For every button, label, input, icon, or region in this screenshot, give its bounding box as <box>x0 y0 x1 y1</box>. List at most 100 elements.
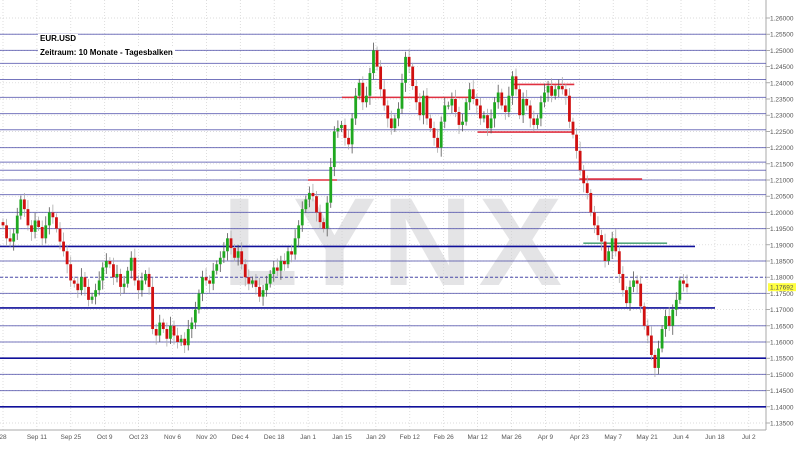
y-tick-label: 1.24000 <box>770 80 794 87</box>
candle-down <box>375 50 379 67</box>
x-tick-label: Jun 4 <box>673 434 689 441</box>
candle-up <box>493 102 497 119</box>
lynx-watermark: LYNX <box>222 173 568 312</box>
candle-down <box>653 354 657 368</box>
candle-down <box>500 92 504 106</box>
candle-down <box>5 225 8 239</box>
candle-down <box>646 325 650 336</box>
candle-up <box>215 264 219 271</box>
candle-up <box>265 283 269 291</box>
candle-up <box>104 261 108 268</box>
candle-up <box>286 251 290 265</box>
x-tick-label: May 7 <box>604 434 622 441</box>
candle-down <box>30 225 33 232</box>
candle-up <box>461 121 464 125</box>
candle-up <box>678 280 682 300</box>
candle-up <box>211 270 215 284</box>
candle-up <box>126 270 130 284</box>
candle-down <box>635 280 639 284</box>
candle-down <box>667 316 671 326</box>
candle-down <box>87 286 90 300</box>
x-tick-label: May 21 <box>636 434 658 441</box>
candle-up <box>197 293 201 310</box>
candle-up <box>364 95 368 103</box>
candle-up <box>546 86 550 93</box>
x-tick-label: Dec 4 <box>232 434 249 441</box>
candle-down <box>22 199 26 210</box>
candle-down <box>83 277 87 287</box>
candle-up <box>632 280 635 287</box>
candle-down <box>37 220 41 227</box>
candle-up <box>304 199 308 210</box>
y-tick-label: 1.26000 <box>770 16 794 23</box>
x-tick-label: Sep 25 <box>60 434 81 441</box>
candle-up <box>664 316 668 330</box>
candle-down <box>204 277 208 281</box>
candle-down <box>625 290 628 304</box>
candle-up <box>101 267 105 281</box>
chart-symbol: EUR.USD <box>38 34 79 43</box>
candle-up <box>671 309 675 326</box>
candle-down <box>389 118 393 129</box>
candle-down <box>617 251 621 274</box>
y-tick-label: 1.16000 <box>770 340 794 347</box>
candle-down <box>564 89 568 96</box>
y-tick-label: 1.13500 <box>770 421 794 428</box>
candle-up <box>250 280 254 284</box>
candle-down <box>8 238 12 242</box>
candle-down <box>72 280 76 284</box>
y-tick-label: 1.15000 <box>770 372 794 379</box>
candle-down <box>58 228 62 242</box>
y-tick-label: 1.18000 <box>770 275 794 282</box>
candle-up <box>332 131 336 168</box>
candle-up <box>372 50 375 74</box>
candle-up <box>336 128 340 132</box>
candle-down <box>503 105 507 112</box>
candle-down <box>532 118 536 125</box>
x-tick-label: Jan 15 <box>332 434 352 441</box>
candle-up <box>357 82 361 96</box>
candle-down <box>525 99 529 106</box>
candle-down <box>51 212 55 218</box>
x-tick-label: Jan 1 <box>300 434 316 441</box>
candle-down <box>183 338 187 346</box>
candle-up <box>279 261 283 271</box>
candle-down <box>154 329 158 336</box>
candle-down <box>639 283 643 307</box>
candle-up <box>354 95 358 119</box>
x-tick-label: Dec 18 <box>264 434 285 441</box>
candle-down <box>161 322 165 330</box>
candle-down <box>432 128 436 138</box>
candle-down <box>642 306 646 326</box>
y-tick-label: 1.17000 <box>770 307 794 314</box>
candle-up <box>79 277 83 291</box>
candle-down <box>62 241 65 252</box>
candle-up <box>607 251 611 261</box>
candle-down <box>229 238 233 249</box>
candle-up <box>610 238 614 252</box>
candle-down <box>290 251 293 255</box>
candle-down <box>386 105 390 119</box>
y-tick-label: 1.16500 <box>770 323 794 330</box>
candle-down <box>592 212 596 226</box>
x-tick-label: Apr 23 <box>570 434 590 441</box>
candle-up <box>674 299 678 310</box>
candle-up <box>539 102 543 119</box>
x-tick-label: 28 <box>0 434 7 441</box>
x-tick-label: Nov 6 <box>164 434 181 441</box>
candle-down <box>318 212 322 223</box>
candle-up <box>400 82 404 109</box>
candle-up <box>129 257 133 271</box>
candle-up <box>450 99 454 106</box>
candle-up <box>496 92 500 103</box>
candle-up <box>169 325 172 339</box>
candle-up <box>140 280 144 291</box>
candle-up <box>660 329 664 349</box>
candle-up <box>421 95 425 116</box>
candle-down <box>600 235 603 242</box>
y-tick-label: 1.15500 <box>770 356 794 363</box>
candle-down <box>322 222 326 229</box>
candle-down <box>283 261 286 265</box>
candle-down <box>585 183 589 193</box>
